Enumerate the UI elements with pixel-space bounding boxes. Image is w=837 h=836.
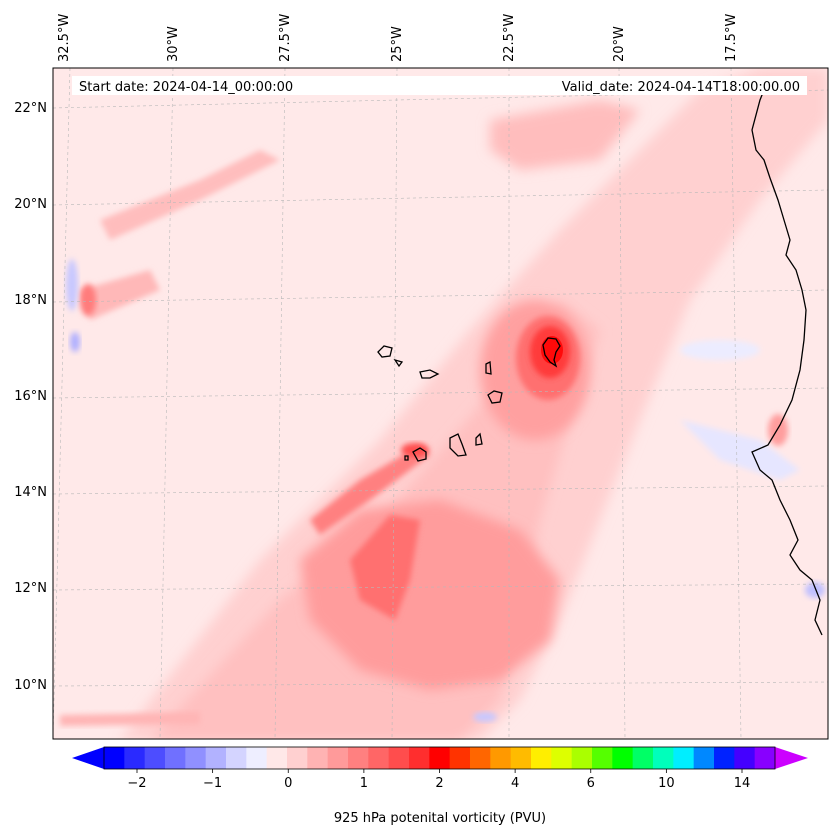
start-date-label: Start date: 2024-04-14_00:00:00 [79,80,293,95]
colorbar-cell [429,747,451,769]
lon-tick: 25°W [390,26,405,62]
map-frame [52,67,829,740]
colorbar-cell [673,747,695,769]
pv-bottom-strip [60,712,200,726]
colorbar-cell [266,747,288,769]
colorbar-cell [388,747,410,769]
colorbar-cell [551,747,573,769]
island-boa-vista [487,390,503,404]
colorbar-cell [734,747,756,769]
colorbar-tick-label: −1 [203,776,222,791]
colorbar: −2 −1 0 1 2 4 6 10 14 925 hPa potenital vorticit… [72,746,808,826]
colorbar-tick-label: 14 [734,776,751,791]
island-fogo [412,447,427,462]
colorbar-cell [510,747,532,769]
colorbar-cell [124,747,146,769]
lat-tick: 22°N [14,101,47,116]
colorbar-tick-label: 4 [511,776,519,791]
pv-spot-west [80,284,96,316]
colorbar-cell [714,747,735,769]
latitude-ticks: 22°N 20°N 18°N 16°N 14°N 12°N 10°N [14,101,47,693]
pv-negative-se [805,582,825,598]
colorbar-title: 925 hPa potenital vorticity (PVU) [334,811,546,826]
graticule [53,68,828,739]
colorbar-cell [632,747,654,769]
colorbar-cell [287,747,308,769]
colorbar-cell [205,747,227,769]
colorbar-cell [531,747,552,769]
colorbar-cell [327,747,349,769]
lat-tick: 18°N [14,293,47,308]
colorbar-cell [104,747,125,769]
island-santiago [449,433,467,457]
africa-coast [751,79,823,636]
colorbar-ticks: −2 −1 0 1 2 4 6 10 14 [127,769,750,791]
island-maio [475,432,483,446]
pv-streak-west [310,445,430,535]
colorbar-tick-label: 0 [284,776,292,791]
island-sao-vicente [393,358,404,368]
pv-band-light [120,68,828,739]
colorbar-cell [409,747,430,769]
lon-tick: 17.5°W [724,14,739,62]
colorbar-cell [226,747,247,769]
lon-tick: 20°W [612,26,627,62]
pv-streak-north [100,150,280,240]
colorbar-tick-label: 6 [587,776,595,791]
colorbar-cell [165,747,186,769]
colorbar-cell [490,747,512,769]
lat-tick: 12°N [14,581,47,596]
colorbar-cell [144,747,166,769]
pv-south-core [350,515,420,620]
colorbar-cell [754,747,776,769]
header-strip [72,76,807,95]
pv-spot-coast [768,414,788,446]
colorbar-tick-label: 10 [658,776,675,791]
valid-date-label: Valid_date: 2024-04-14T18:00:00.00 [562,80,800,95]
lon-tick: 27.5°W [278,14,293,62]
lat-tick: 14°N [14,485,47,500]
longitude-ticks: 32.5°W 30°W 27.5°W 25°W 22.5°W 20°W 17.5… [57,14,739,62]
pv-negative-south [473,712,497,722]
pv-negative-west2 [70,332,80,352]
lon-tick: 22.5°W [502,14,517,62]
colorbar-cell [592,747,613,769]
colorbar-cell [693,747,715,769]
colorbar-cell [246,747,268,769]
island-santa-luzia [419,369,440,379]
colorbar-under-arrow [72,747,104,769]
colorbar-cell [307,747,329,769]
island-sal [485,360,492,375]
lat-tick: 20°N [14,197,47,212]
colorbar-cell [612,747,634,769]
colorbar-over-arrow [775,747,808,769]
pv-negative-west [66,259,78,311]
pv-spot-island [401,443,429,457]
colorbar-cell [449,747,471,769]
colorbar-cell [348,747,369,769]
pv-streak-north2 [490,100,640,170]
pv-negative-coast [680,420,800,480]
lon-tick: 32.5°W [57,14,72,62]
colorbar-cell [653,747,674,769]
lon-tick: 30°W [166,26,181,62]
colorbar-cell [185,747,207,769]
colorbar-cell [368,747,390,769]
island-santo-antao [542,337,561,368]
colorbar-tick-label: 2 [435,776,443,791]
coastlines [377,79,823,636]
colorbar-cell [470,747,491,769]
island-sao-nicolau [377,345,393,358]
pv-negative-east [680,340,760,360]
lat-tick: 16°N [14,389,47,404]
pv-streak-mid [80,270,160,320]
lat-tick: 10°N [14,678,47,693]
colorbar-cells [104,747,776,769]
pv-field [53,68,828,739]
island-brava [404,455,409,461]
colorbar-tick-label: 1 [360,776,368,791]
colorbar-cell [571,747,593,769]
colorbar-tick-label: −2 [127,776,146,791]
